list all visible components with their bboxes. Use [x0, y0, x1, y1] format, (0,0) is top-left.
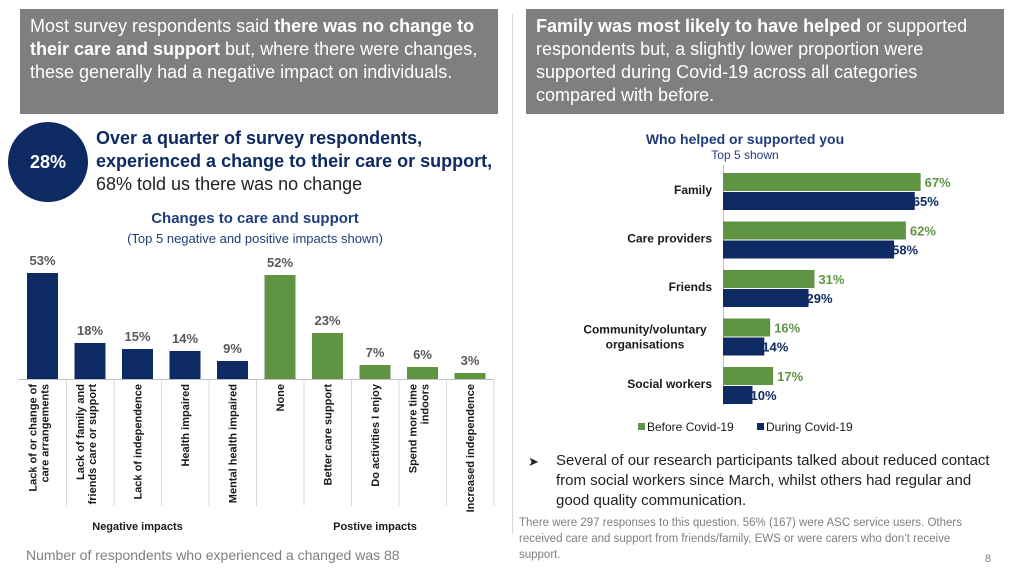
- category-label-health-impaired: Health impaired: [180, 384, 192, 467]
- bar-care-providers-during-covid-19: [723, 240, 895, 259]
- bar-friends-before-covid-19: [723, 270, 815, 288]
- footer-note: Number of respondents who experienced a …: [26, 547, 400, 563]
- bar-social-workers-during-covid-19: [723, 386, 753, 404]
- headline-bold: Over a quarter of survey respondents, ex…: [96, 128, 493, 171]
- left-chart-subtitle: (Top 5 negative and positive impacts sho…: [127, 231, 383, 246]
- category-label-better-care-support: Better care support: [323, 384, 335, 486]
- data-label-family-during-covid-19: 65%: [913, 194, 939, 209]
- data-label-lack-of-family-and-friends-care-or-support: 18%: [77, 323, 103, 338]
- data-label-care-providers-before-covid-19: 62%: [910, 224, 936, 239]
- header-left-bold: there was no change to their care and su…: [30, 16, 475, 59]
- headline: Over a quarter of survey respondents, ex…: [96, 127, 496, 196]
- group-label-negative-impacts: Negative impacts: [92, 521, 182, 533]
- category-label-community-voluntary-organisations: Community/voluntary organisations: [583, 323, 707, 352]
- data-label-increased-independence: 3%: [461, 353, 480, 368]
- category-label-increased-independence: Increased independence: [465, 384, 477, 512]
- data-label-family-before-covid-19: 67%: [925, 175, 951, 190]
- data-label-social-workers-before-covid-19: 17%: [777, 369, 803, 384]
- data-label-do-activities-i-enjoy: 7%: [366, 345, 385, 360]
- left-chart-title: Changes to care and support: [151, 210, 359, 227]
- right-chart-subtitle: Top 5 shown: [711, 148, 779, 162]
- data-label-care-providers-during-covid-19: 58%: [892, 243, 918, 258]
- bar-health-impaired: [169, 351, 201, 379]
- category-label-lack-of-independence: Lack of independence: [133, 384, 145, 500]
- bar-lack-of-independence: [122, 349, 153, 379]
- header-right-text: or supported respondents but, a slightly…: [536, 16, 968, 105]
- category-label-mental-health-impaired: Mental health impaired: [228, 384, 240, 503]
- bar-mental-health-impaired: [217, 361, 248, 379]
- bar-none: [264, 275, 296, 379]
- data-label-none: 52%: [267, 255, 293, 270]
- data-label-friends-during-covid-19: 29%: [807, 291, 833, 306]
- legend-label-before-covid-19: Before Covid-19: [647, 420, 734, 434]
- bullet-text: Several of our research participants tal…: [556, 452, 990, 509]
- data-label-social-workers-during-covid-19: 10%: [751, 388, 777, 403]
- right-chart-title: Who helped or supported you: [645, 131, 845, 147]
- category-label-lack-of-family-and-friends-care-or-support: Lack of family andfriends care or suppor…: [75, 384, 99, 505]
- header-right-bold: Family was most likely to have helped: [536, 16, 862, 36]
- bar-friends-during-covid-19: [723, 289, 809, 307]
- category-label-friends: Friends: [669, 280, 713, 294]
- header-left-text-1: Most survey respondents said: [30, 16, 275, 36]
- data-label-community-voluntary-organisations-before-covid-19: 16%: [774, 321, 800, 336]
- bar-increased-independence: [454, 373, 486, 379]
- stat-circle: 28%: [8, 122, 88, 202]
- bar-better-care-support: [312, 333, 343, 379]
- header-left: Most survey respondents said there was n…: [20, 9, 498, 114]
- group-label-postive-impacts: Postive impacts: [333, 521, 417, 533]
- category-label-none: None: [275, 384, 287, 412]
- bar-community-voluntary-organisations-before-covid-19: [723, 318, 771, 337]
- right-chart: Family 67% 65% Care providers 62% 58% Friends 3…: [583, 165, 951, 434]
- page-number: 8: [985, 553, 992, 565]
- legend-swatch-before-covid-19: [638, 423, 645, 430]
- bar-family-before-covid-19: [723, 173, 921, 191]
- data-label-health-impaired: 14%: [172, 331, 198, 346]
- data-label-spend-more-time-indoors: 6%: [413, 347, 432, 362]
- bar-do-activities-i-enjoy: [359, 365, 391, 379]
- left-chart: 53% Lack of or change ofcare arrangements…: [18, 253, 495, 533]
- headline-text: 68% told us there was no change: [96, 174, 363, 194]
- category-label-family: Family: [674, 183, 712, 197]
- bar-lack-of-or-change-of-care-arrangements: [27, 273, 58, 379]
- category-label-do-activities-i-enjoy: Do activities I enjoy: [370, 383, 382, 487]
- data-label-community-voluntary-organisations-during-covid-19: 14%: [762, 340, 788, 355]
- data-label-friends-before-covid-19: 31%: [818, 272, 844, 287]
- legend-swatch-during-covid-19: [757, 423, 764, 430]
- legend-label-during-covid-19: During Covid-19: [766, 420, 853, 434]
- category-label-social-workers: Social workers: [627, 377, 712, 391]
- data-label-better-care-support: 23%: [314, 313, 340, 328]
- bar-care-providers-before-covid-19: [723, 221, 906, 240]
- header-right: Family was most likely to have helped or…: [526, 9, 1004, 114]
- data-label-lack-of-independence: 15%: [124, 329, 150, 344]
- arrow-bullet-icon: ➤: [528, 454, 539, 469]
- data-label-mental-health-impaired: 9%: [223, 341, 242, 356]
- bar-family-during-covid-19: [723, 192, 915, 210]
- bar-social-workers-before-covid-19: [723, 367, 774, 385]
- response-note: There were 297 responses to this questio…: [519, 517, 962, 561]
- category-label-spend-more-time-indoors: Spend more timeindoors: [408, 384, 432, 473]
- bullet-point: ➤ Several of our research participants ta…: [528, 451, 998, 511]
- data-label-lack-of-or-change-of-care-arrangements: 53%: [29, 253, 55, 268]
- column-divider: [512, 14, 513, 534]
- category-label-lack-of-or-change-of-care-arrangements: Lack of or change ofcare arrangements: [28, 384, 52, 492]
- bar-community-voluntary-organisations-during-covid-19: [723, 337, 765, 356]
- category-label-care-providers: Care providers: [627, 232, 712, 246]
- bar-lack-of-family-and-friends-care-or-support: [74, 343, 106, 379]
- header-left-text-2: but, where there were changes, these gen…: [30, 39, 478, 82]
- bar-spend-more-time-indoors: [407, 367, 438, 379]
